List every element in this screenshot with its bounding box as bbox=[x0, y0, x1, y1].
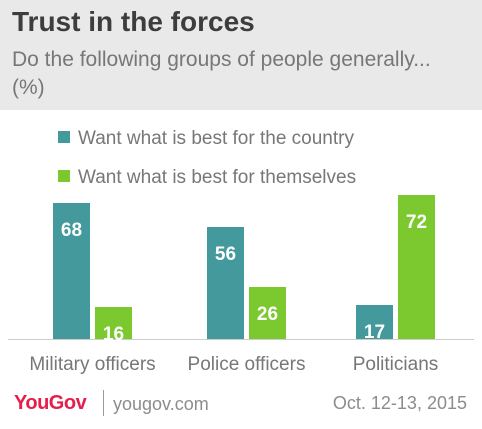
footer-site: yougov.com bbox=[113, 394, 209, 414]
bar-chart: 68 16 Military officers 56 26 Police officers… bbox=[8, 195, 474, 375]
chart-subtitle: Do the following groups of people genera… bbox=[12, 48, 431, 99]
bar-police-officers-country bbox=[207, 227, 244, 339]
chart-title: Trust in the forces bbox=[12, 6, 255, 37]
bar-military-officers-themselves bbox=[95, 307, 132, 339]
header-band: Trust in the forces Do the following gro… bbox=[0, 0, 482, 110]
data-label-police-officers-country: 56 bbox=[215, 244, 236, 265]
data-label-politicians-country: 17 bbox=[364, 322, 385, 343]
category-label-politicians: Politicians bbox=[353, 354, 439, 375]
footer-date: Oct. 12-13, 2015 bbox=[332, 393, 467, 413]
legend-swatch-country bbox=[58, 131, 70, 143]
category-label-police-officers: Police officers bbox=[188, 354, 306, 375]
legend-item-themselves: Want what is best for themselves bbox=[58, 167, 356, 189]
data-label-military-officers-themselves: 16 bbox=[103, 324, 124, 345]
legend-label-country: Want what is best for the country bbox=[78, 128, 354, 149]
bar-politicians-country bbox=[356, 305, 393, 339]
data-label-military-officers-country: 68 bbox=[61, 220, 82, 241]
data-label-police-officers-themselves: 26 bbox=[257, 304, 278, 325]
footer-divider bbox=[103, 390, 104, 416]
legend-label-themselves: Want what is best for themselves bbox=[78, 167, 357, 188]
category-label-military-officers: Military officers bbox=[29, 354, 155, 375]
legend-swatch-themselves bbox=[58, 170, 70, 182]
bar-politicians-themselves bbox=[398, 195, 435, 339]
data-label-politicians-themselves: 72 bbox=[406, 212, 427, 233]
yougov-logo: YouGov bbox=[14, 392, 87, 414]
legend-item-country: Want what is best for the country bbox=[58, 128, 354, 150]
bar-military-officers-country bbox=[53, 203, 90, 339]
bar-police-officers-themselves bbox=[249, 287, 286, 339]
